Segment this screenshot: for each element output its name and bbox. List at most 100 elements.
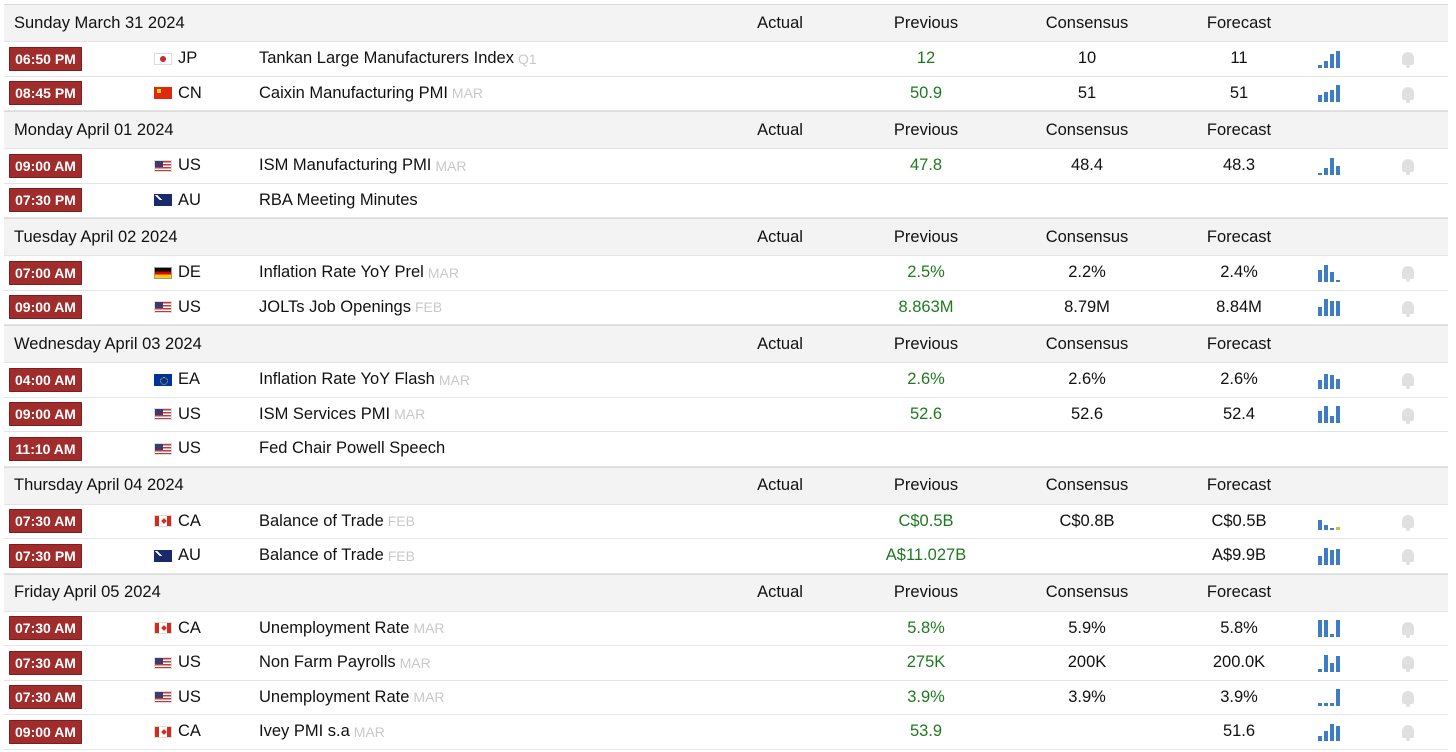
- event-name-link[interactable]: ISM Manufacturing PMI: [259, 156, 432, 175]
- trend-sparkline-icon[interactable]: [1318, 654, 1340, 672]
- trend-sparkline-icon[interactable]: [1318, 512, 1340, 531]
- event-row[interactable]: 07:30 PM AU Balance of Trade FEB A$11.027B A$…: [4, 539, 1448, 574]
- event-name-link[interactable]: RBA Meeting Minutes: [259, 190, 418, 209]
- event-row[interactable]: 11:10 AM US Fed Chair Powell Speech: [4, 432, 1448, 467]
- country-cell[interactable]: DE: [154, 256, 201, 290]
- trend-chart-cell[interactable]: [1318, 612, 1352, 646]
- bell-icon[interactable]: [1402, 725, 1414, 742]
- event-row[interactable]: 07:30 PM AU RBA Meeting Minutes: [4, 184, 1448, 218]
- event-name-link[interactable]: JOLTs Job Openings: [259, 297, 411, 316]
- country-cell[interactable]: US: [154, 432, 201, 466]
- country-cell[interactable]: CN: [154, 77, 202, 111]
- event-row[interactable]: 07:30 AM US Non Farm Payrolls MAR 275K 200K 20…: [4, 646, 1448, 681]
- alert-cell[interactable]: [1402, 42, 1414, 76]
- event-name-link[interactable]: Inflation Rate YoY Prel: [259, 263, 424, 282]
- country-cell[interactable]: US: [154, 291, 201, 325]
- trend-sparkline-icon[interactable]: [1318, 371, 1340, 389]
- trend-chart-cell[interactable]: [1318, 398, 1352, 432]
- trend-chart-cell[interactable]: [1318, 291, 1352, 325]
- event-row[interactable]: 07:30 AM CA Unemployment Rate MAR 5.8% 5.9% 5.…: [4, 612, 1448, 646]
- country-cell[interactable]: US: [154, 149, 201, 183]
- event-row[interactable]: 09:00 AM US ISM Services PMI MAR 52.6 52.6 52.…: [4, 398, 1448, 432]
- event-name-link[interactable]: Caixin Manufacturing PMI: [259, 83, 448, 102]
- event-cell[interactable]: Tankan Large Manufacturers Index Q1: [259, 42, 537, 76]
- event-cell[interactable]: ISM Services PMI MAR: [259, 398, 425, 432]
- trend-sparkline-icon[interactable]: [1318, 405, 1340, 424]
- event-cell[interactable]: JOLTs Job Openings FEB: [259, 291, 442, 325]
- alert-cell[interactable]: [1402, 681, 1414, 715]
- country-cell[interactable]: AU: [154, 184, 201, 218]
- event-cell[interactable]: Unemployment Rate MAR: [259, 612, 445, 646]
- trend-chart-cell[interactable]: [1318, 77, 1352, 111]
- event-cell[interactable]: Non Farm Payrolls MAR: [259, 646, 431, 680]
- trend-chart-cell[interactable]: [1318, 715, 1352, 749]
- event-cell[interactable]: RBA Meeting Minutes: [259, 184, 418, 218]
- event-cell[interactable]: Inflation Rate YoY Flash MAR: [259, 363, 470, 397]
- event-row[interactable]: 09:00 AM US JOLTs Job Openings FEB 8.863M 8.7…: [4, 291, 1448, 325]
- alert-cell[interactable]: [1402, 256, 1414, 290]
- trend-sparkline-icon[interactable]: [1318, 84, 1340, 103]
- country-cell[interactable]: EA: [154, 363, 200, 397]
- bell-icon[interactable]: [1402, 52, 1414, 69]
- event-row[interactable]: 07:30 AM CA Balance of Trade FEB C$0.5B C$0.8…: [4, 505, 1448, 539]
- alert-cell[interactable]: [1402, 149, 1414, 183]
- event-cell[interactable]: Inflation Rate YoY Prel MAR: [259, 256, 459, 290]
- trend-sparkline-icon[interactable]: [1318, 688, 1340, 707]
- trend-sparkline-icon[interactable]: [1318, 264, 1340, 282]
- trend-sparkline-icon[interactable]: [1318, 547, 1340, 565]
- country-cell[interactable]: US: [154, 646, 201, 680]
- event-cell[interactable]: Unemployment Rate MAR: [259, 681, 445, 715]
- event-name-link[interactable]: Balance of Trade: [259, 511, 384, 530]
- bell-icon[interactable]: [1402, 690, 1414, 707]
- bell-icon[interactable]: [1402, 159, 1414, 176]
- country-cell[interactable]: US: [154, 398, 201, 432]
- trend-chart-cell[interactable]: [1318, 363, 1352, 397]
- event-cell[interactable]: Balance of Trade FEB: [259, 539, 415, 573]
- trend-chart-cell[interactable]: [1318, 256, 1352, 290]
- trend-chart-cell[interactable]: [1318, 505, 1352, 539]
- alert-cell[interactable]: [1402, 291, 1414, 325]
- event-cell[interactable]: Ivey PMI s.a MAR: [259, 715, 385, 749]
- country-cell[interactable]: US: [154, 681, 201, 715]
- bell-icon[interactable]: [1402, 373, 1414, 390]
- event-row[interactable]: 06:50 PM JP Tankan Large Manufacturers Ind…: [4, 42, 1448, 77]
- event-cell[interactable]: Balance of Trade FEB: [259, 505, 415, 539]
- bell-icon[interactable]: [1402, 86, 1414, 103]
- event-name-link[interactable]: Non Farm Payrolls: [259, 653, 396, 672]
- event-name-link[interactable]: ISM Services PMI: [259, 404, 391, 423]
- event-row[interactable]: 07:00 AM DE Inflation Rate YoY Prel MAR 2.5%…: [4, 256, 1448, 291]
- alert-cell[interactable]: [1402, 612, 1414, 646]
- event-row[interactable]: 04:00 AM EA Inflation Rate YoY Flash MAR 2.6…: [4, 363, 1448, 398]
- country-cell[interactable]: CA: [154, 715, 201, 749]
- event-name-link[interactable]: Unemployment Rate: [259, 687, 410, 706]
- event-name-link[interactable]: Tankan Large Manufacturers Index: [259, 49, 514, 68]
- bell-icon[interactable]: [1402, 656, 1414, 673]
- event-name-link[interactable]: Balance of Trade: [259, 546, 384, 565]
- trend-chart-cell[interactable]: [1318, 681, 1352, 715]
- country-cell[interactable]: JP: [154, 42, 197, 76]
- bell-icon[interactable]: [1402, 514, 1414, 531]
- trend-chart-cell[interactable]: [1318, 539, 1352, 573]
- event-name-link[interactable]: Unemployment Rate: [259, 618, 410, 637]
- alert-cell[interactable]: [1402, 398, 1414, 432]
- trend-sparkline-icon[interactable]: [1318, 50, 1340, 68]
- bell-icon[interactable]: [1402, 621, 1414, 638]
- event-row[interactable]: 09:00 AM US ISM Manufacturing PMI MAR 47.8 48…: [4, 149, 1448, 184]
- event-cell[interactable]: Caixin Manufacturing PMI MAR: [259, 77, 483, 111]
- event-name-link[interactable]: Fed Chair Powell Speech: [259, 439, 446, 458]
- trend-sparkline-icon[interactable]: [1318, 298, 1340, 317]
- event-row[interactable]: 07:30 AM US Unemployment Rate MAR 3.9% 3.9% 3.…: [4, 681, 1448, 715]
- trend-chart-cell[interactable]: [1318, 646, 1352, 680]
- country-cell[interactable]: AU: [154, 539, 201, 573]
- event-row[interactable]: 08:45 PM CN Caixin Manufacturing PMI MAR 50.…: [4, 77, 1448, 111]
- event-name-link[interactable]: Ivey PMI s.a: [259, 722, 350, 741]
- event-name-link[interactable]: Inflation Rate YoY Flash: [259, 370, 435, 389]
- alert-cell[interactable]: [1402, 363, 1414, 397]
- bell-icon[interactable]: [1402, 300, 1414, 317]
- event-cell[interactable]: Fed Chair Powell Speech: [259, 432, 445, 466]
- trend-sparkline-icon[interactable]: [1318, 723, 1340, 741]
- bell-icon[interactable]: [1402, 266, 1414, 283]
- event-cell[interactable]: ISM Manufacturing PMI MAR: [259, 149, 467, 183]
- trend-sparkline-icon[interactable]: [1318, 157, 1340, 175]
- alert-cell[interactable]: [1402, 646, 1414, 680]
